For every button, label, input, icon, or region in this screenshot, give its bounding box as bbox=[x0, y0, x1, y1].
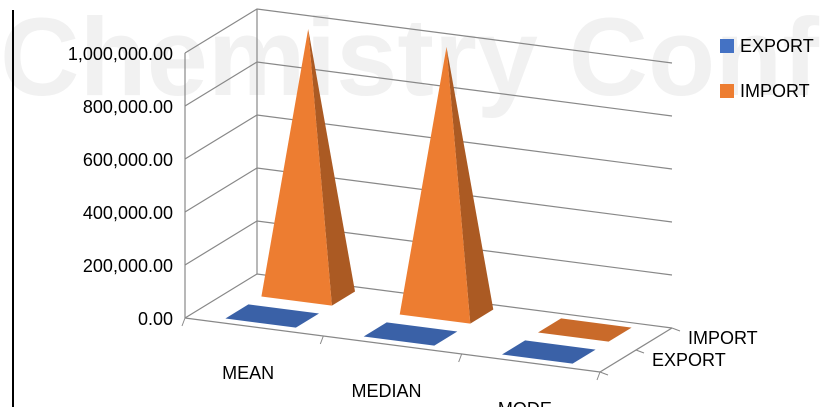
x-category-label: MODE bbox=[498, 399, 552, 407]
x-tick-mark bbox=[596, 371, 601, 381]
pyramid-side-face bbox=[308, 29, 355, 306]
x-axis-category-labels: MEAN MEDIAN MODE bbox=[222, 363, 552, 407]
y-tick-label: 1,000,000.00 bbox=[68, 44, 173, 64]
x-tick-mark bbox=[458, 353, 463, 363]
legend: EXPORT IMPORT bbox=[720, 36, 814, 101]
legend-label: IMPORT bbox=[740, 81, 810, 101]
depth-axis-label: EXPORT bbox=[652, 350, 726, 370]
pyramid-import-median bbox=[399, 47, 494, 324]
pyramid-import-mode bbox=[538, 318, 632, 342]
legend-swatch bbox=[720, 84, 734, 98]
flat-marker bbox=[363, 322, 458, 346]
gridlines bbox=[184, 8, 673, 329]
x-category-label: MEDIAN bbox=[351, 381, 421, 401]
y-axis-tick-labels: 0.00 200,000.00 400,000.00 600,000.00 800,00… bbox=[68, 44, 173, 329]
depth-tick-mark bbox=[671, 327, 681, 332]
floor-axes bbox=[181, 317, 681, 381]
flat-marker bbox=[538, 318, 632, 342]
x-tick-mark bbox=[181, 317, 186, 327]
y-tick-label: 600,000.00 bbox=[83, 150, 173, 170]
pyramid-front-face bbox=[399, 47, 471, 324]
y-tick-label: 200,000.00 bbox=[83, 256, 173, 276]
pyramid-front-face bbox=[261, 29, 332, 306]
data-marks bbox=[225, 29, 632, 364]
y-tick-label: 800,000.00 bbox=[83, 97, 173, 117]
x-tick-mark bbox=[319, 335, 324, 345]
flat-marker bbox=[502, 340, 596, 364]
y-tick-label: 400,000.00 bbox=[83, 203, 173, 223]
pyramid-export-median bbox=[363, 322, 458, 346]
pyramid-export-mode bbox=[502, 340, 596, 364]
depth-axis-label: IMPORT bbox=[688, 328, 758, 348]
pyramid-export-mean bbox=[225, 304, 319, 328]
legend-swatch bbox=[720, 39, 734, 53]
depth-tick-mark bbox=[635, 349, 645, 354]
x-category-label: MEAN bbox=[222, 363, 274, 383]
y-tick-label: 0.00 bbox=[138, 309, 173, 329]
pyramid-import-mean bbox=[261, 29, 355, 306]
pyramid-side-face bbox=[446, 47, 494, 324]
watermark-text: Chemistry Conf bbox=[0, 0, 819, 119]
legend-label: EXPORT bbox=[740, 36, 814, 56]
flat-marker bbox=[225, 304, 319, 328]
x-axis-line bbox=[184, 317, 601, 373]
depth-tick-mark bbox=[599, 371, 609, 376]
